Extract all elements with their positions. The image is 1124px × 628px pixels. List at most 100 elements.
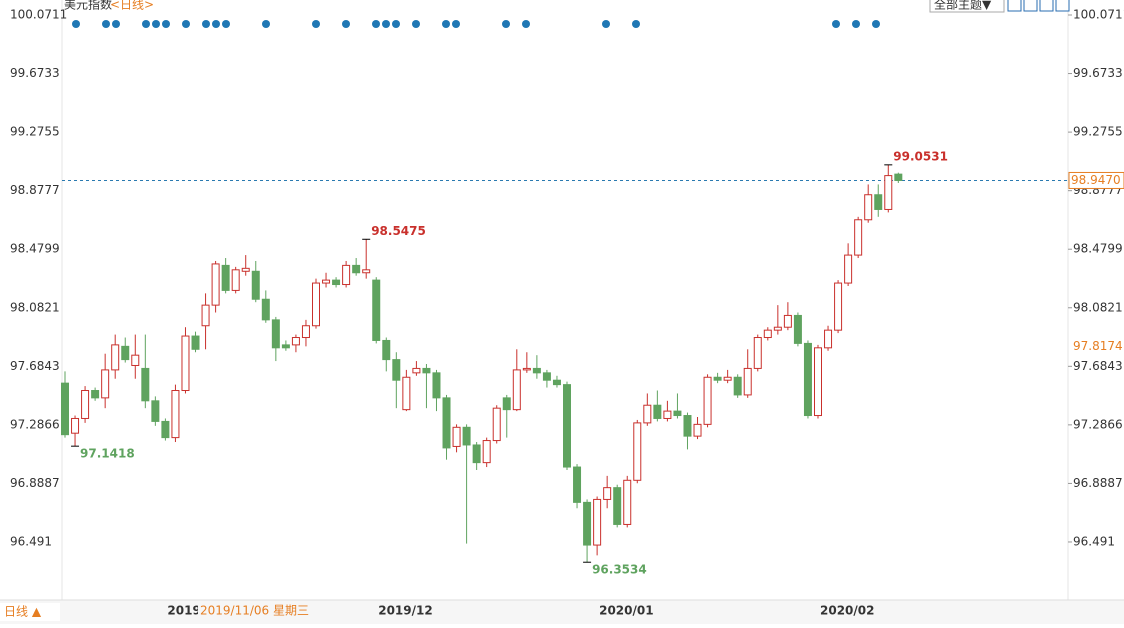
- event-dot: [382, 20, 390, 28]
- candle-body: [352, 264, 361, 274]
- event-dot: [632, 20, 640, 28]
- event-dot: [832, 20, 840, 28]
- candle-body: [332, 279, 341, 286]
- candle-body: [191, 335, 200, 350]
- icon[interactable]: [1039, 0, 1054, 12]
- candle-body: [382, 339, 391, 361]
- x-tick-label: 2020/02: [820, 604, 874, 618]
- candle-body: [542, 372, 551, 381]
- y-tick-label: 99.2755: [10, 125, 60, 139]
- candle-body: [392, 359, 401, 381]
- event-dot: [212, 20, 220, 28]
- period-button-label[interactable]: 日线 ▲: [4, 605, 42, 619]
- candle-body: [854, 219, 863, 256]
- candle-body: [814, 347, 822, 417]
- candle-body: [472, 444, 481, 464]
- candle-body: [121, 345, 130, 361]
- candle-body: [151, 400, 160, 422]
- candle-body: [603, 487, 612, 500]
- candle-body: [291, 337, 300, 346]
- candle-body: [412, 367, 421, 374]
- toolbar-icons: [1007, 0, 1070, 12]
- x-tick-label: 2020/01: [599, 604, 653, 618]
- candle-body: [271, 319, 280, 349]
- candle-body: [251, 270, 260, 300]
- x-tick-label: 2019/: [167, 604, 205, 618]
- y-tick-label: 97.6843: [10, 359, 60, 373]
- y-tick-label: 97.2866: [1073, 417, 1123, 431]
- candle-body: [532, 367, 541, 374]
- cursor-date-box: [198, 603, 310, 620]
- y-tick-label: 98.8777: [10, 183, 60, 197]
- icon[interactable]: [1007, 0, 1022, 12]
- event-dot: [392, 20, 400, 28]
- event-dot: [342, 20, 350, 28]
- period-button[interactable]: [0, 603, 60, 621]
- event-dot: [162, 20, 170, 28]
- cursor-price-label: 97.8174: [1073, 339, 1123, 353]
- candle-body: [442, 397, 451, 449]
- cursor-date: 2019/11/06 星期三: [200, 604, 309, 618]
- x-axis-bar: [0, 600, 1124, 624]
- candle-body: [211, 263, 220, 306]
- candle-body: [171, 390, 180, 439]
- candle-body: [91, 390, 100, 399]
- event-dot: [852, 20, 860, 28]
- event-markers: [72, 20, 880, 28]
- event-dot: [452, 20, 460, 28]
- candle-body: [693, 423, 702, 437]
- candle-body: [462, 426, 471, 446]
- candle-body: [512, 369, 521, 411]
- y-tick-label: 98.4799: [10, 242, 60, 256]
- event-dot: [102, 20, 110, 28]
- candle-body: [773, 326, 782, 331]
- candle-body: [201, 304, 210, 327]
- chart-subtitle: <日线>: [110, 0, 154, 12]
- candle-body: [372, 279, 381, 341]
- x-tick-label: 2019/12: [378, 604, 432, 618]
- candle-body: [643, 404, 652, 424]
- candle-body: [834, 282, 843, 331]
- theme-button[interactable]: [929, 0, 1005, 13]
- candle-body: [402, 376, 411, 411]
- y-tick-label: 99.6733: [1073, 66, 1123, 80]
- candle-body: [141, 367, 150, 402]
- candle-body: [131, 354, 140, 366]
- candle-body: [482, 440, 491, 464]
- event-dot: [202, 20, 210, 28]
- candle-body: [362, 269, 371, 274]
- icon[interactable]: [1023, 0, 1038, 12]
- candle-body: [803, 342, 812, 417]
- event-dot: [112, 20, 120, 28]
- event-dot: [522, 20, 530, 28]
- candle-body: [261, 298, 270, 321]
- icon[interactable]: [1055, 0, 1070, 12]
- y-tick-label: 97.6843: [1073, 359, 1123, 373]
- candle-body: [552, 379, 561, 386]
- candle-body: [492, 407, 501, 442]
- candle-body: [432, 372, 441, 399]
- candle-body: [723, 376, 732, 381]
- event-dot: [872, 20, 880, 28]
- candle-body: [663, 410, 672, 419]
- candle-body: [713, 376, 722, 381]
- annotation: 98.5475: [371, 224, 426, 238]
- candle-body: [61, 382, 69, 436]
- candle-body: [231, 269, 240, 291]
- y-tick-label: 96.491: [10, 534, 52, 548]
- y-tick-label: 98.0821: [1073, 300, 1123, 314]
- event-dot: [502, 20, 510, 28]
- event-dot: [262, 20, 270, 28]
- last-price-box: [1068, 171, 1124, 189]
- candle-body: [894, 173, 903, 181]
- event-dot: [142, 20, 150, 28]
- candle-body: [673, 410, 682, 417]
- event-dot: [412, 20, 420, 28]
- theme-button-label[interactable]: 全部主题▼: [934, 0, 992, 12]
- event-dot: [152, 20, 160, 28]
- candle-body: [593, 498, 602, 546]
- candle-body: [111, 344, 120, 371]
- y-tick-label: 98.4799: [1073, 242, 1123, 256]
- y-tick-label: 100.0711: [10, 8, 67, 22]
- annotation: 99.0531: [893, 149, 948, 163]
